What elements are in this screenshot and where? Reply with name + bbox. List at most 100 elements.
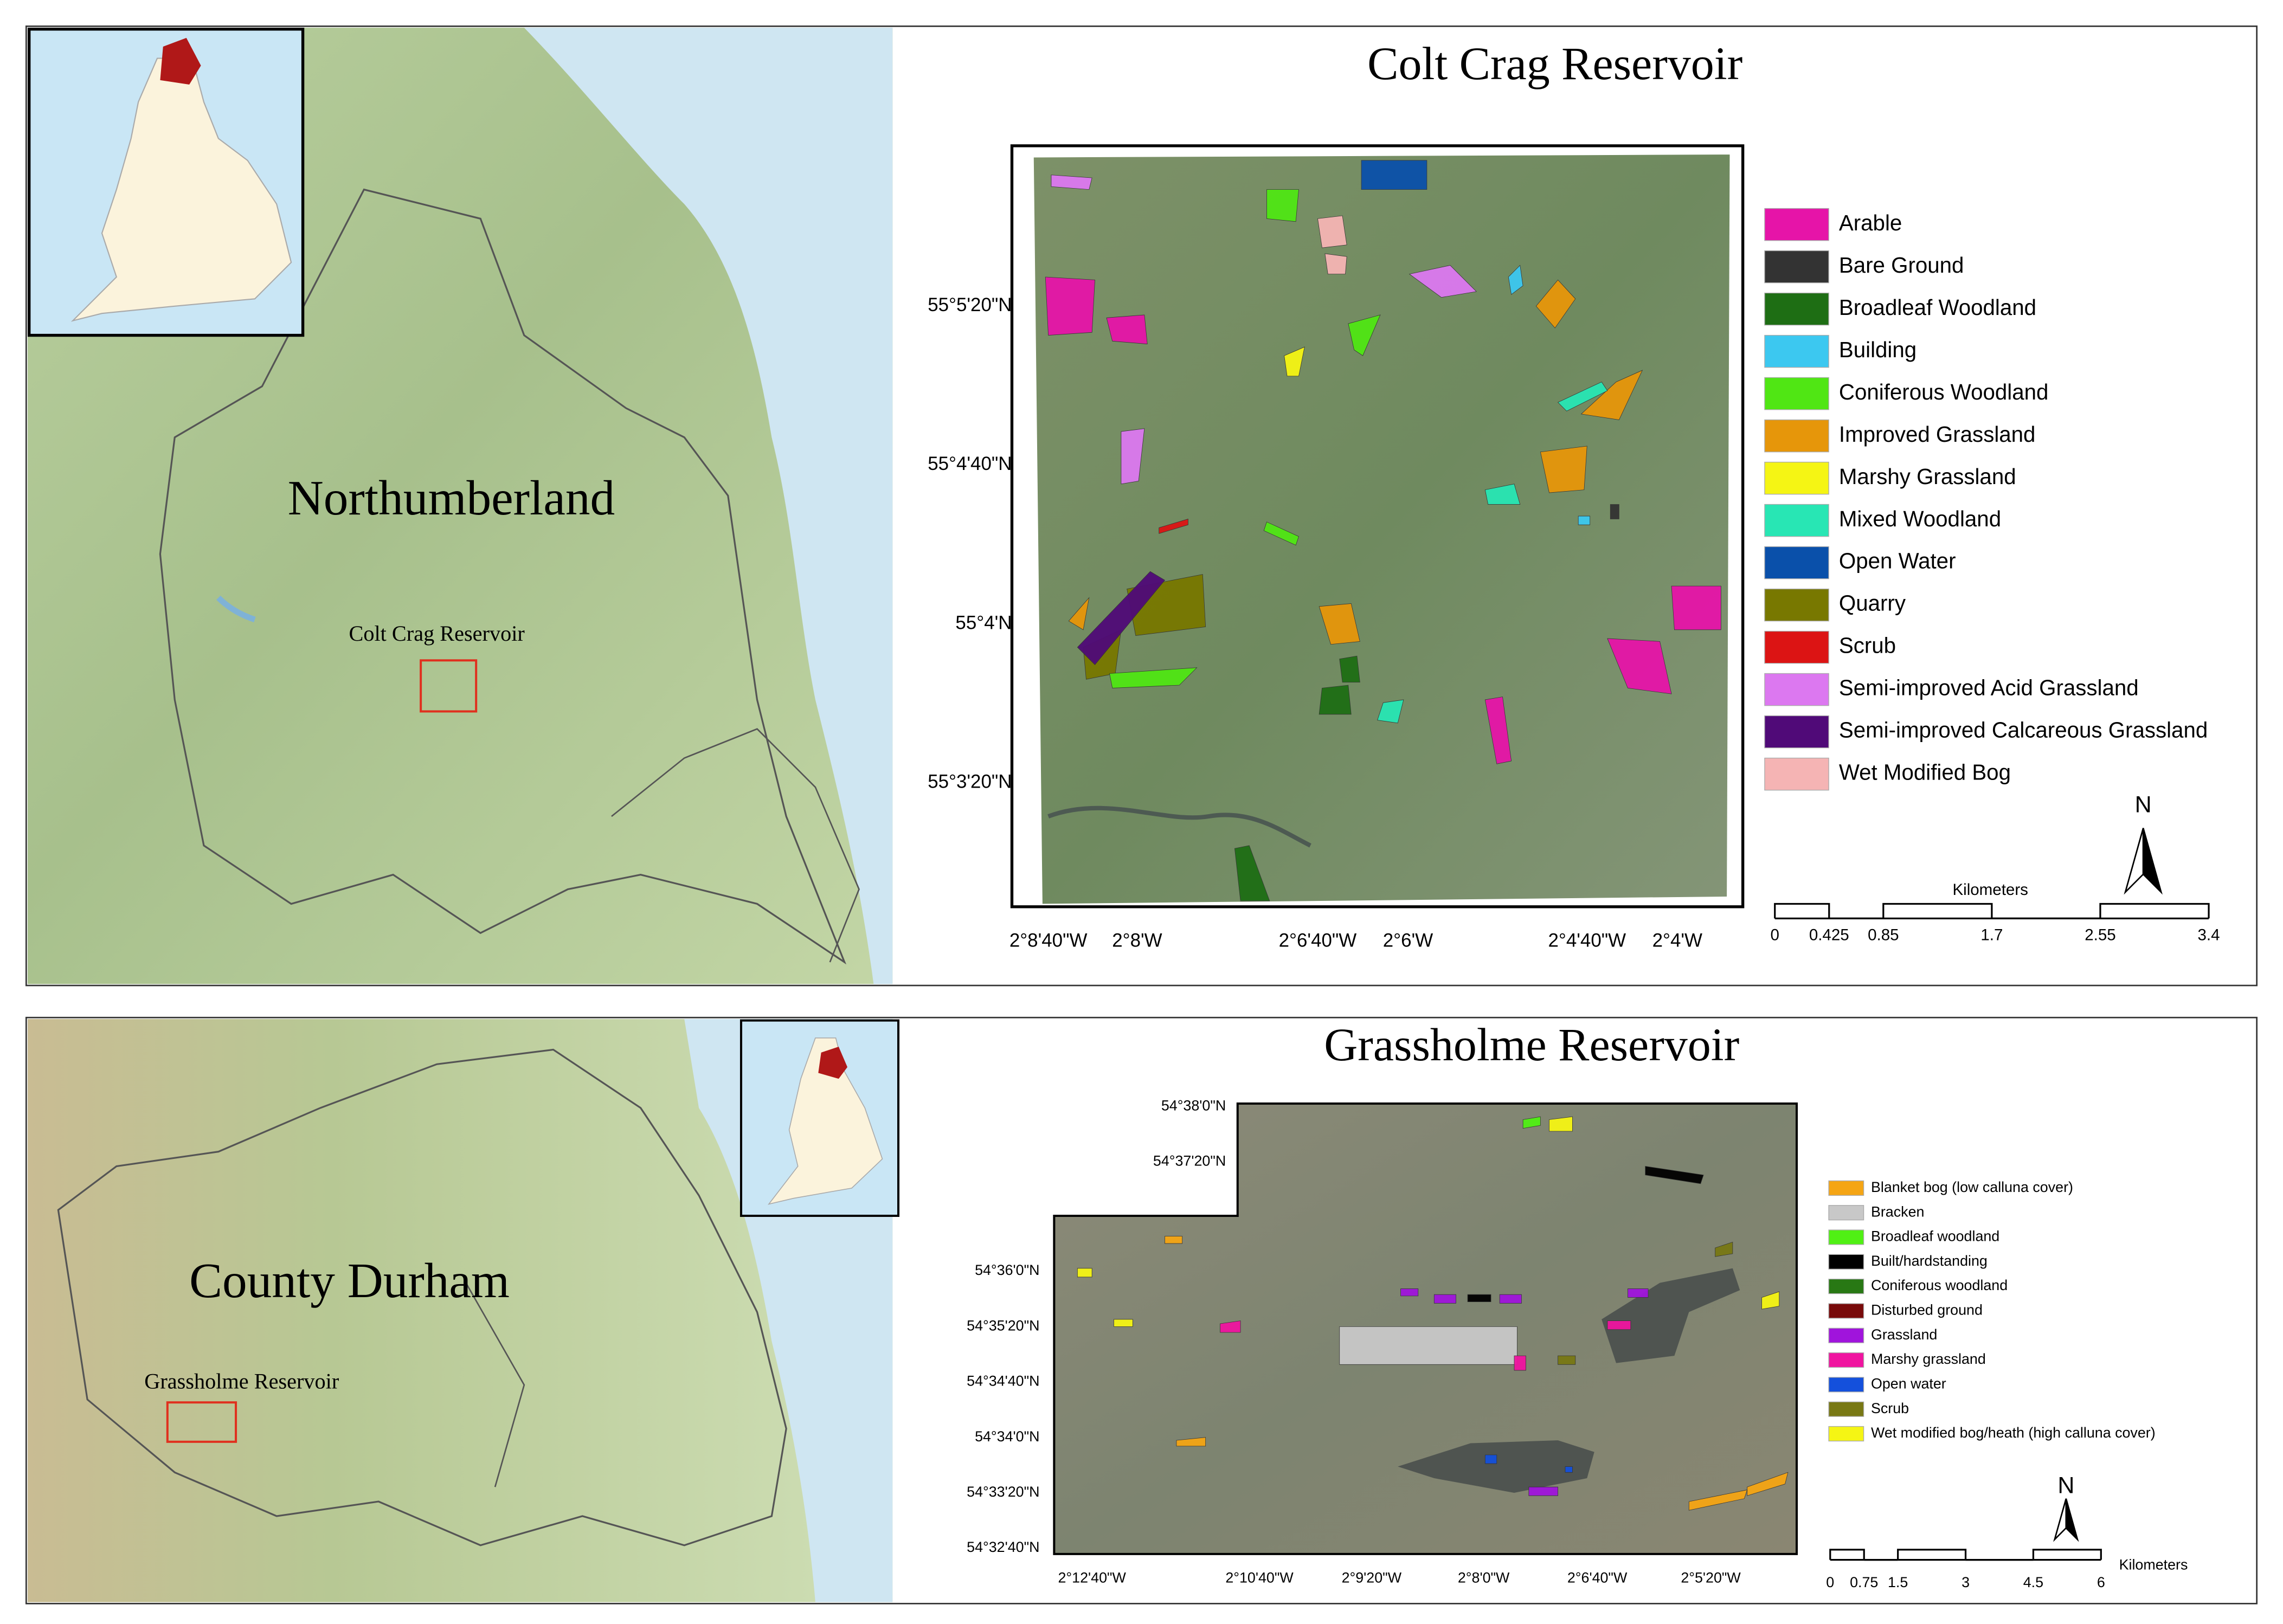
- land-cover-patch: [1400, 1288, 1419, 1297]
- longitude-label: 2°4'40"W: [1548, 930, 1626, 951]
- legend-label: Wet Modified Bog: [1839, 761, 2011, 785]
- county-border: [57, 1048, 787, 1546]
- scale-bar-label: 3.4: [2198, 926, 2220, 944]
- latitude-label: 54°35'20"N: [967, 1317, 1039, 1333]
- legend-label: Coniferous woodland: [1871, 1277, 2008, 1293]
- site-label: Grassholme Reservoir: [144, 1369, 339, 1393]
- land-cover-patch: [1578, 515, 1591, 525]
- land-cover-patch: [1628, 1288, 1649, 1298]
- legend-label: Broadleaf woodland: [1871, 1228, 1999, 1245]
- latitude-label: 54°34'0"N: [975, 1428, 1039, 1445]
- legend-label: Open Water: [1839, 549, 1956, 573]
- land-cover-patch: [1409, 265, 1477, 298]
- scale-bar-segment: [2099, 903, 2210, 919]
- legend-swatch: [1764, 546, 1829, 579]
- scale-bar-label: 4.5: [2023, 1574, 2043, 1590]
- longitude-label: 2°12'40"W: [1058, 1570, 1127, 1586]
- land-cover-patch: [1159, 518, 1188, 534]
- legend-swatch: [1828, 1205, 1864, 1221]
- generated-layer: Colt Crag Reservoir Northumberland Colt Cr…: [144, 37, 2220, 1590]
- land-cover-patch: [1715, 1241, 1733, 1257]
- scale-bar-label: 6: [2097, 1574, 2105, 1590]
- scale-bar-label: 1.5: [1888, 1574, 1908, 1590]
- land-cover-patch: [1514, 1355, 1526, 1371]
- land-cover-patch: [1484, 1454, 1497, 1464]
- reservoir: [1602, 1268, 1740, 1363]
- longitude-label: 2°4'W: [1652, 930, 1702, 951]
- land-cover-patch: [1484, 484, 1521, 505]
- legend-label: Blanket bog (low calluna cover): [1871, 1179, 2073, 1195]
- legend-label: Scrub: [1871, 1400, 1909, 1416]
- sea: [524, 28, 893, 984]
- land-cover-patch: [1467, 1294, 1491, 1303]
- scale-bar-unit: Kilometers: [1952, 881, 2028, 899]
- land-cover-patch: [1688, 1490, 1748, 1511]
- land-cover-patch: [1319, 603, 1360, 645]
- land-cover-patch: [1377, 699, 1404, 724]
- land-cover-patch: [1557, 382, 1608, 411]
- land-cover-patch: [1645, 1166, 1704, 1184]
- north-label: N: [2135, 792, 2152, 818]
- panel-title: Colt Crag Reservoir: [1367, 37, 1742, 89]
- land-cover-patch: [1077, 1268, 1092, 1278]
- inset-highlight: [818, 1046, 848, 1079]
- scale-bar-label: 0: [1826, 1574, 1834, 1590]
- legend-swatch: [1828, 1327, 1864, 1343]
- land-cover-patch: [1106, 314, 1148, 345]
- land-cover-patch: [1361, 160, 1427, 190]
- land-cover-patch: [1284, 346, 1305, 377]
- land-cover-patch: [1220, 1320, 1241, 1333]
- district-border: [465, 1283, 525, 1487]
- legend-swatch: [1828, 1352, 1864, 1368]
- longitude-label: 2°9'20"W: [1342, 1570, 1402, 1586]
- longitude-label: 2°10'40"W: [1225, 1570, 1294, 1586]
- legend-label: Grassland: [1871, 1326, 1937, 1343]
- scale-bar-label: 0.85: [1868, 926, 1899, 944]
- site-label: Colt Crag Reservoir: [349, 621, 525, 646]
- reservoir: [1398, 1440, 1594, 1493]
- land-cover-patch: [1051, 175, 1092, 190]
- scale-bar-label: 0: [1771, 926, 1779, 944]
- land-cover-patch: [1324, 253, 1347, 275]
- region-label: County Durham: [189, 1253, 510, 1308]
- land-cover-patch: [1266, 189, 1299, 222]
- land-cover-patch: [1607, 1320, 1631, 1330]
- inset-land: [70, 57, 292, 322]
- legend-swatch: [1828, 1180, 1864, 1196]
- land-cover-patch: [1339, 1326, 1517, 1365]
- legend-label: Mixed Woodland: [1839, 507, 2001, 531]
- legend-swatch: [1828, 1426, 1864, 1442]
- legend-label: Semi-improved Acid Grassland: [1839, 676, 2139, 700]
- legend-label: Bracken: [1871, 1203, 1924, 1220]
- land-cover-patch: [1747, 1472, 1789, 1496]
- legend-swatch: [1828, 1401, 1864, 1417]
- region-label: Northumberland: [288, 471, 615, 525]
- land-cover-patch: [1484, 697, 1512, 764]
- land-cover-patch: [1339, 655, 1360, 683]
- latitude-label: 54°38'0"N: [1161, 1097, 1226, 1113]
- legend-swatch: [1828, 1377, 1864, 1393]
- legend-swatch: [1764, 377, 1829, 410]
- latitude-label: 54°32'40"N: [967, 1539, 1039, 1555]
- longitude-label: 2°6'W: [1383, 930, 1433, 951]
- legend-swatch: [1828, 1279, 1864, 1294]
- land-cover-patch: [1176, 1437, 1206, 1447]
- latitude-label: 54°37'20"N: [1153, 1153, 1226, 1169]
- land-cover-patch: [1610, 504, 1619, 519]
- land-cover-patch: [1319, 685, 1352, 715]
- scale-bar-segment: [1882, 903, 1993, 919]
- aerial-image: [1033, 154, 1730, 904]
- legend-label: Marshy grassland: [1871, 1351, 1986, 1367]
- legend-label: Disturbed ground: [1871, 1302, 1983, 1318]
- legend-swatch: [1764, 630, 1829, 664]
- legend-swatch: [1764, 208, 1829, 241]
- scale-bar-unit: Kilometers: [2119, 1557, 2188, 1573]
- site-box: [420, 659, 478, 713]
- land-cover-patch: [1522, 1116, 1541, 1129]
- inset-highlight: [160, 37, 201, 85]
- land-cover-patch: [1109, 667, 1198, 688]
- land-cover-patch: [1121, 428, 1145, 485]
- legend-label: Building: [1839, 338, 1917, 362]
- site-box: [166, 1401, 237, 1443]
